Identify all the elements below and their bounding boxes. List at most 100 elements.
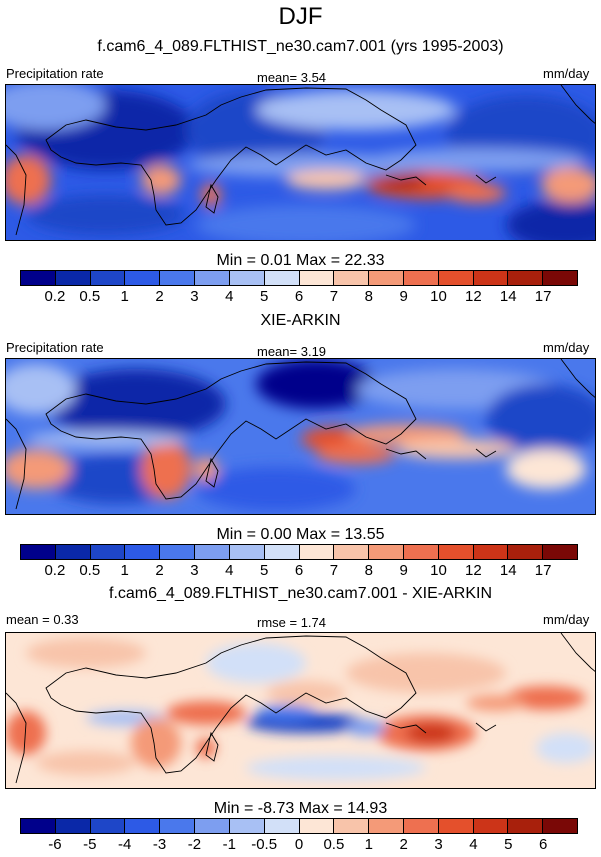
- colorbar-tick-label: -6: [48, 836, 62, 853]
- panel-2-map: [5, 358, 596, 515]
- colorbar-swatch: [403, 819, 439, 833]
- colorbar-tick-label: 9: [399, 288, 408, 305]
- colorbar-swatch: [125, 819, 161, 833]
- colorbar-tick-label: 10: [430, 562, 447, 579]
- panel-2-minmax: Min = 0.00 Max = 13.55: [216, 526, 385, 543]
- colorbar-tick-label: 3: [190, 562, 199, 579]
- colorbar-tick-label: 1: [120, 562, 129, 579]
- colorbar-tick-label: -3: [152, 836, 167, 853]
- season-title: DJF: [278, 3, 323, 30]
- colorbar-tick-label: 12: [465, 562, 482, 579]
- colorbar-swatch: [90, 271, 126, 285]
- colorbar-tick-label: 17: [534, 562, 552, 579]
- colorbar-swatch: [369, 271, 404, 285]
- colorbar-swatch: [369, 545, 404, 559]
- colorbar-swatch: [229, 545, 265, 559]
- panel-1-colorbar: [20, 270, 578, 286]
- colorbar-swatch: [195, 819, 230, 833]
- colorbar-swatch: [299, 545, 335, 559]
- colorbar-tick-label: 4: [225, 562, 234, 579]
- colorbar-swatch: [438, 545, 474, 559]
- colorbar-swatch: [508, 271, 544, 285]
- panel-1-mean-label: mean= 3.54: [257, 70, 327, 85]
- colorbar-tick-label: 0: [294, 836, 304, 853]
- colorbar-tick-label: -1: [222, 836, 236, 853]
- colorbar-swatch: [160, 271, 196, 285]
- colorbar-tick-label: 4: [469, 836, 478, 853]
- colorbar-tick-label: 0.2: [44, 562, 66, 579]
- panel-1-minmax: Min = 0.01 Max = 22.33: [216, 252, 385, 269]
- colorbar-swatch: [21, 271, 56, 285]
- panel-1-left-label: Precipitation rate: [6, 66, 104, 81]
- colorbar-swatch: [473, 271, 509, 285]
- colorbar-tick-label: 5: [259, 288, 269, 305]
- colorbar-swatch: [334, 545, 370, 559]
- colorbar-swatch: [125, 545, 161, 559]
- colorbar-tick-label: 17: [534, 288, 552, 305]
- colorbar-swatch: [543, 819, 577, 833]
- panel-3-map: [5, 632, 596, 789]
- colorbar-swatch: [334, 819, 370, 833]
- colorbar-swatch: [473, 819, 509, 833]
- colorbar-swatch: [264, 271, 300, 285]
- colorbar-swatch: [90, 819, 126, 833]
- panel-2-left-label: Precipitation rate: [6, 340, 104, 355]
- colorbar-tick-label: 5: [259, 562, 269, 579]
- panel-2-mean-label: mean= 3.19: [257, 344, 327, 359]
- panel-3-minmax: Min = -8.73 Max = 14.93: [213, 800, 388, 817]
- panel-2-units: mm/day: [543, 340, 590, 355]
- colorbar-swatch: [195, 271, 230, 285]
- panel-3-rmse-label: rmse = 1.74: [257, 615, 327, 630]
- colorbar-tick-label: 0.5: [79, 562, 101, 579]
- colorbar-tick-label: 3: [434, 836, 443, 853]
- panel-3-title: f.cam6_4_089.FLTHIST_ne30.cam7.001 - XIE…: [109, 585, 492, 602]
- colorbar-tick-label: -4: [117, 836, 132, 853]
- colorbar-swatch: [229, 819, 265, 833]
- colorbar-tick-label: 0.2: [44, 288, 66, 305]
- colorbar-swatch: [438, 819, 474, 833]
- colorbar-tick-label: 0.5: [79, 288, 101, 305]
- colorbar-tick-label: -2: [187, 836, 202, 853]
- colorbar-swatch: [264, 545, 300, 559]
- colorbar-swatch: [508, 819, 544, 833]
- panel-3-mean-label: mean = 0.33: [6, 612, 79, 627]
- colorbar-tick-label: -5: [83, 836, 97, 853]
- colorbar-swatch: [195, 545, 230, 559]
- colorbar-swatch: [264, 819, 300, 833]
- colorbar-tick-label: 3: [190, 288, 199, 305]
- colorbar-tick-label: 5: [504, 836, 513, 853]
- colorbar-tick-label: 1: [364, 836, 373, 853]
- colorbar-tick-label: 1: [120, 288, 129, 305]
- colorbar-tick-label: 14: [499, 288, 517, 305]
- colorbar-swatch: [55, 819, 91, 833]
- colorbar-tick-label: 2: [399, 836, 408, 853]
- colorbar-swatch: [299, 271, 335, 285]
- colorbar-tick-label: 2: [155, 288, 164, 305]
- colorbar-swatch: [55, 271, 91, 285]
- colorbar-tick-label: 8: [364, 288, 373, 305]
- panel-2-colorbar: [20, 544, 578, 560]
- colorbar-swatch: [508, 545, 544, 559]
- colorbar-swatch: [543, 271, 577, 285]
- panel-3-colorbar: [20, 818, 578, 834]
- colorbar-swatch: [21, 819, 56, 833]
- panel-3-colorbar-ticks: -6 -5 -4 -3 -2 -1 -0.5 0 0.5 1 2 3 4 5 6: [20, 836, 578, 854]
- colorbar-swatch: [160, 819, 196, 833]
- colorbar-tick-label: 7: [329, 288, 339, 305]
- panel-2-colorbar-ticks: 0.2 0.5 1 2 3 4 5 6 7 8 9 10 12 14 17: [20, 562, 578, 580]
- panel-1-units: mm/day: [543, 66, 590, 81]
- colorbar-swatch: [438, 271, 474, 285]
- colorbar-tick-label: 10: [430, 288, 447, 305]
- panel-2-title: XIE-ARKIN: [260, 312, 341, 329]
- colorbar-tick-label: -0.5: [251, 836, 278, 853]
- colorbar-swatch: [403, 271, 439, 285]
- panel-1-map: [5, 84, 596, 241]
- colorbar-tick-label: 0.5: [323, 836, 345, 853]
- colorbar-swatch: [369, 819, 404, 833]
- panel-3-units: mm/day: [543, 612, 590, 627]
- colorbar-swatch: [125, 271, 161, 285]
- colorbar-tick-label: 6: [294, 288, 304, 305]
- panel-1-colorbar-ticks: 0.2 0.5 1 2 3 4 5 6 7 8 9 10 12 14 17: [20, 288, 578, 306]
- colorbar-swatch: [229, 271, 265, 285]
- panel-1-title: f.cam6_4_089.FLTHIST_ne30.cam7.001 (yrs …: [97, 38, 504, 55]
